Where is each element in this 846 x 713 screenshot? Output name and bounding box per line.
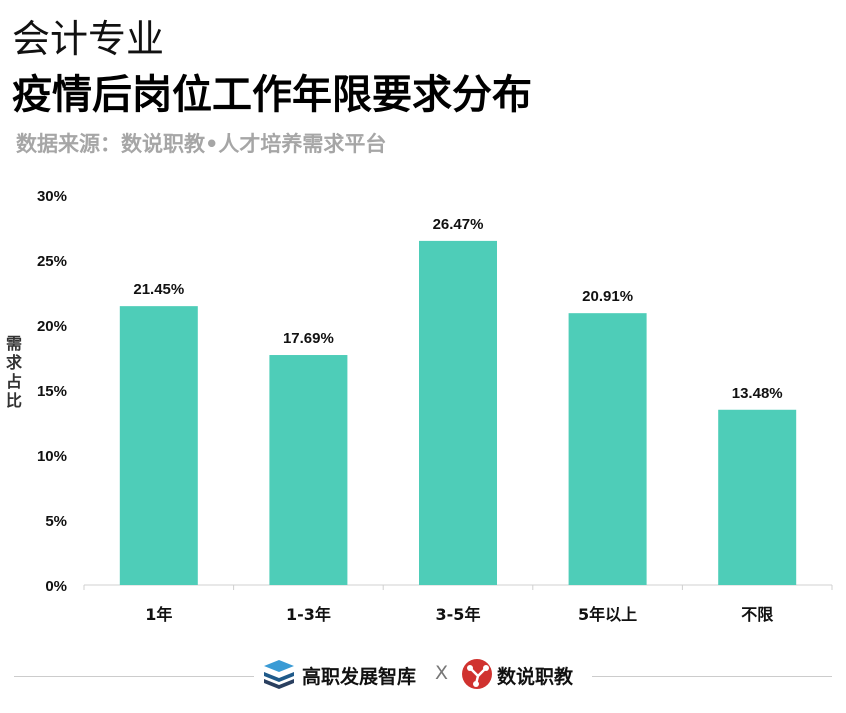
footer-divider-right bbox=[592, 676, 832, 677]
network-logo-icon bbox=[462, 659, 492, 689]
chart-title-line1: 会计专业 bbox=[12, 17, 165, 61]
y-tick-label: 20% bbox=[37, 318, 67, 335]
data-label: 17.69% bbox=[283, 330, 334, 347]
y-tick-label: 30% bbox=[37, 188, 67, 205]
y-axis-label: 需求占比 bbox=[5, 334, 22, 410]
y-tick-label: 15% bbox=[37, 383, 67, 400]
x-tick-label: 5年以上 bbox=[578, 605, 637, 624]
x-tick-label: 3-5年 bbox=[436, 605, 481, 624]
bar bbox=[119, 306, 198, 585]
footer-brand-2: 数说职教 bbox=[497, 666, 574, 688]
data-label: 20.91% bbox=[582, 288, 633, 305]
y-tick-label: 25% bbox=[37, 253, 67, 270]
layers-logo-icon bbox=[264, 660, 294, 689]
footer-divider-left bbox=[14, 676, 254, 677]
footer-separator: X bbox=[435, 662, 449, 684]
y-tick-label: 5% bbox=[45, 513, 67, 530]
y-tick-label: 10% bbox=[37, 448, 67, 465]
bar bbox=[269, 355, 348, 585]
data-label: 13.48% bbox=[732, 385, 783, 402]
x-tick-label: 1-3年 bbox=[286, 605, 331, 624]
data-label: 26.47% bbox=[433, 216, 484, 233]
x-tick-label: 1年 bbox=[145, 605, 172, 624]
y-tick-label: 0% bbox=[45, 578, 67, 595]
bar bbox=[568, 313, 647, 585]
chart-title-line2: 疫情后岗位工作年限要求分布 bbox=[12, 72, 532, 118]
footer-brand-1: 高职发展智库 bbox=[302, 666, 417, 688]
data-label: 21.45% bbox=[133, 281, 184, 298]
bar bbox=[419, 240, 497, 585]
x-tick-label: 不限 bbox=[741, 605, 774, 624]
bar bbox=[718, 409, 797, 585]
data-source: 数据来源：数说职教•人才培养需求平台 bbox=[16, 132, 387, 156]
